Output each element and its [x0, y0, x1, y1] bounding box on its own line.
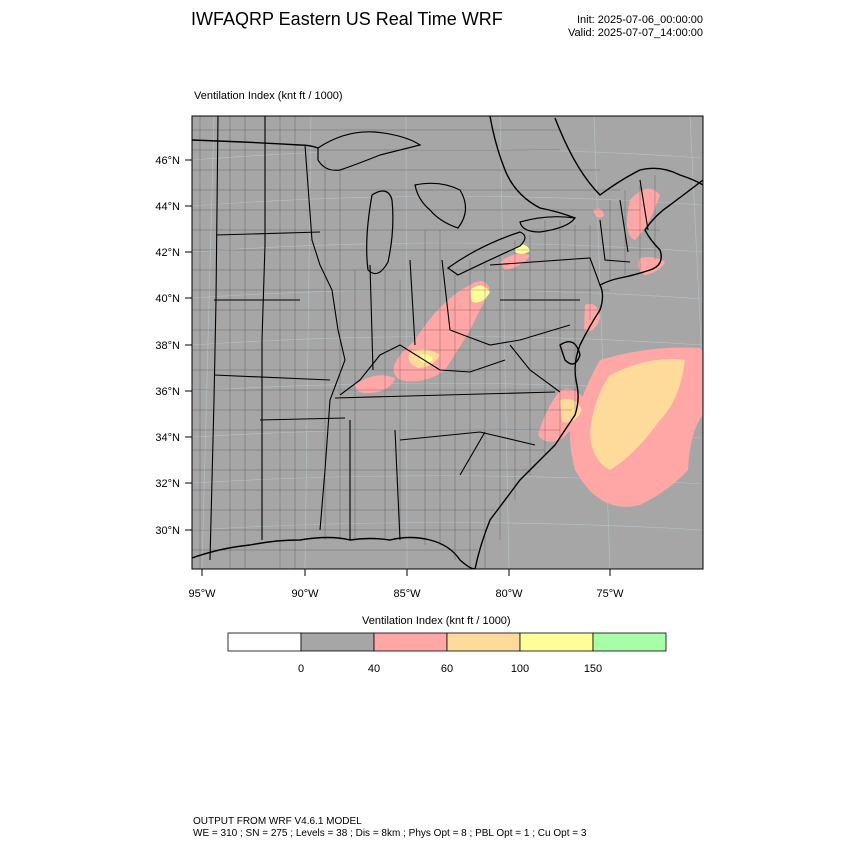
lat-label-30n: 30°N [155, 525, 180, 537]
map-canvas [192, 116, 703, 569]
legend-swatch-1 [300, 632, 375, 652]
state-line-6 [213, 374, 331, 381]
meridian-70w [689, 116, 703, 390]
lat-label-34n: 34°N [155, 432, 180, 444]
legend-label-100: 100 [510, 663, 530, 675]
state-line-12 [394, 429, 401, 541]
state-line-20 [599, 219, 631, 263]
lat-label-40n: 40°N [155, 293, 180, 305]
map-field-label: Ventilation Index (knt ft / 1000) [194, 90, 343, 102]
meridian-95w [201, 116, 215, 569]
init-time: Init: 2025-07-06_00:00:00 [577, 14, 703, 26]
legend-title: Ventilation Index (knt ft / 1000) [362, 615, 511, 627]
legend-swatch-3 [446, 632, 521, 652]
chesapeake-bay [559, 341, 581, 365]
parallel-46n [192, 149, 703, 161]
lat-label-42n: 42°N [155, 247, 180, 259]
lon-label-75w: 75°W [596, 588, 624, 600]
lake-erie [446, 231, 526, 276]
state-line-8 [369, 264, 374, 371]
vi-ny-pink [593, 208, 604, 218]
model-output-line: OUTPUT FROM WRF V4.6.1 MODEL [193, 816, 362, 827]
state-line-4 [215, 231, 321, 236]
parallel-42n [192, 242, 703, 253]
meridian-85w [405, 116, 408, 569]
page-title: IWFAQRP Eastern US Real Time WRF [191, 9, 503, 29]
legend-swatch-5 [592, 632, 667, 652]
legend-label-60: 60 [440, 663, 454, 675]
state-line-10 [334, 391, 556, 399]
legend-swatch-0 [227, 632, 302, 652]
canada-border-east [554, 117, 703, 196]
lat-label-36n: 36°N [155, 386, 180, 398]
tick-marks [185, 159, 611, 576]
legend-label-0: 0 [297, 663, 305, 675]
lon-label-90w: 90°W [291, 588, 319, 600]
state-line-15 [441, 259, 571, 346]
state-line-13 [399, 431, 536, 446]
canada-border-west [192, 139, 319, 149]
legend-swatch-2 [373, 632, 448, 652]
meridian-90w [304, 116, 312, 569]
legend-label-150: 150 [583, 663, 603, 675]
lon-label-85w: 85°W [393, 588, 421, 600]
legend-colorbar [227, 632, 667, 652]
model-config-line: WE = 310 ; SN = 275 ; Levels = 38 ; Dis … [193, 828, 587, 839]
vi-maine-pink [626, 188, 660, 240]
lake-huron [414, 182, 467, 229]
state-line-14 [459, 431, 486, 476]
vi-nc-orange [560, 398, 582, 423]
state-line-22 [639, 179, 649, 231]
lat-label-38n: 38°N [155, 340, 180, 352]
county-lines [192, 116, 660, 569]
lon-label-80w: 80°W [495, 588, 523, 600]
state-line-9 [409, 259, 416, 346]
lat-label-46n: 46°N [155, 155, 180, 167]
vi-newengland-pink [638, 257, 665, 275]
lat-label-44n: 44°N [155, 201, 180, 213]
map-frame [191, 115, 704, 570]
gulf-coast [192, 536, 476, 569]
valid-time: Valid: 2025-07-07_14:00:00 [568, 27, 703, 39]
state-line-21 [619, 199, 629, 253]
lake-michigan [366, 190, 394, 275]
great-lakes [317, 131, 577, 276]
vi-nj-pink [584, 303, 600, 332]
lake-ontario [519, 216, 577, 233]
state-line-7 [259, 417, 346, 421]
lon-labels: 95°W 90°W 85°W 80°W 75°W [188, 588, 624, 600]
legend-swatch-4 [519, 632, 594, 652]
ontario-border [489, 116, 576, 219]
legend-label-40: 40 [367, 663, 381, 675]
vi-ky-yellow [420, 354, 433, 363]
lat-labels: 46°N 44°N 42°N 40°N 38°N 36°N 34°N 32°N … [155, 155, 180, 537]
lon-label-95w: 95°W [188, 588, 216, 600]
lat-label-32n: 32°N [155, 478, 180, 490]
vi-atlantic-orange [590, 359, 685, 470]
state-line-2 [261, 116, 266, 540]
parallel-40n [192, 289, 703, 300]
lake-superior [317, 131, 422, 171]
